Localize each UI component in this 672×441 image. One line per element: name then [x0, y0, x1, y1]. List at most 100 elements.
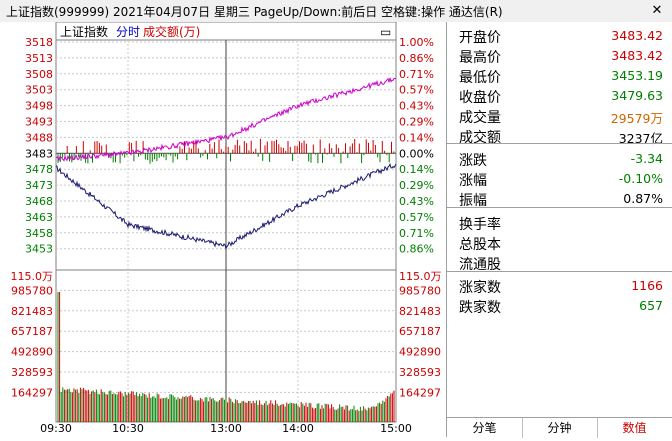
- quote-row-label: 开盘价: [459, 30, 501, 46]
- quote-row-label: 涨家数: [459, 280, 501, 296]
- volume-tick-label-right: 657187: [399, 325, 441, 338]
- price-tick-label: 3473: [25, 179, 53, 192]
- quote-row-value: 3453.19: [611, 68, 663, 83]
- price-tick-label: 3508: [25, 68, 53, 81]
- volume-tick-label: 164297: [11, 386, 53, 399]
- price-tick-label: 3483: [25, 147, 53, 160]
- quote-row-label: 涨跌: [459, 153, 487, 169]
- quote-row-label: 最高价: [459, 50, 501, 66]
- intraday-chart[interactable]: 3518 1.00% 3513 0.86% 3508 0.71% 3503 0.57% 3498…: [0, 21, 446, 437]
- legend-index-name: 上证指数: [60, 24, 108, 39]
- price-tick-label: 3513: [25, 52, 53, 65]
- pct-tick-label: 0.29%: [399, 116, 434, 129]
- quote-row-value: -3.34: [630, 151, 663, 166]
- quote-row: 最高价 3483.42: [447, 45, 672, 66]
- tab-minute[interactable]: 分钟: [522, 418, 598, 438]
- pct-tick-label: 0.29%: [399, 179, 434, 192]
- volume-tick-label: 115.0万: [11, 270, 54, 283]
- window-title: 上证指数(999999) 2021年04月07日 星期三 PageUp/Down…: [6, 5, 503, 19]
- quote-row: 成交量 29579万: [447, 105, 672, 126]
- pct-tick-label: 0.14%: [399, 131, 434, 144]
- volume-tick-label: 985780: [11, 284, 53, 297]
- close-button[interactable]: ✕: [651, 3, 663, 18]
- volume-tick-label-right: 492890: [399, 346, 441, 359]
- quote-row: 涨跌 -3.34: [447, 148, 672, 169]
- panel-tabs: 分笔 分钟 数值: [447, 417, 672, 438]
- pct-tick-label: 0.57%: [399, 84, 434, 97]
- time-tick-label: 14:00: [282, 422, 314, 435]
- quote-row: 涨家数 1166: [447, 275, 672, 296]
- chart-legend: 上证指数 分时 成交额(万): [60, 24, 200, 39]
- pct-tick-label: 0.14%: [399, 163, 434, 176]
- pct-tick-label: 0.71%: [399, 227, 434, 240]
- quote-row: 成交额 3237亿: [447, 125, 672, 146]
- quote-row-value: 29579万: [610, 111, 663, 126]
- quote-row-value: 3237亿: [618, 131, 663, 146]
- volume-tick-label-right: 115.0万: [399, 270, 442, 283]
- price-tick-label: 3458: [25, 227, 53, 240]
- index-price-line: [55, 162, 397, 251]
- quote-row-label: 换手率: [459, 217, 501, 233]
- deviation-bars: [57, 138, 395, 164]
- quote-row-label: 成交额: [459, 130, 501, 146]
- quote-row-label: 振幅: [459, 193, 487, 209]
- quote-row: 振幅 0.87%: [447, 188, 672, 209]
- quote-row-label: 涨幅: [459, 173, 487, 189]
- price-tick-label: 3453: [25, 243, 53, 256]
- time-tick-label: 13:00: [210, 422, 242, 435]
- grid: [55, 21, 397, 423]
- quote-row-value: 3483.42: [611, 48, 663, 63]
- pct-tick-label: 1.00%: [399, 36, 434, 49]
- volume-tick-label: 821483: [11, 305, 53, 318]
- pct-tick-label: 0.71%: [399, 68, 434, 81]
- title-bar: 上证指数(999999) 2021年04月07日 星期三 PageUp/Down…: [0, 0, 672, 23]
- quote-row-label: 收盘价: [459, 90, 501, 106]
- time-tick-label: 10:30: [112, 422, 144, 435]
- quote-row-value: 3483.42: [611, 28, 663, 43]
- quote-row: 开盘价 3483.42: [447, 25, 672, 46]
- quote-row-value: 657: [639, 298, 663, 313]
- volume-tick-label-right: 985780: [399, 284, 441, 297]
- quote-row-label: 总股本: [459, 237, 501, 253]
- pct-tick-label: 0.57%: [399, 211, 434, 224]
- quote-row: 流通股: [447, 252, 672, 273]
- price-tick-label: 3468: [25, 195, 53, 208]
- time-tick-label: 15:00: [380, 422, 412, 435]
- panel-divider: [447, 207, 672, 208]
- quote-row-label: 成交量: [459, 110, 501, 126]
- volume-tick-label-right: 821483: [399, 305, 441, 318]
- quote-row-value: -0.10%: [618, 171, 663, 186]
- legend-volume-label: 成交额(万): [143, 24, 200, 39]
- quote-row-value: 1166: [631, 278, 663, 293]
- pct-tick-label: 0.43%: [399, 100, 434, 113]
- axis-labels: 3518 1.00% 3513 0.86% 3508 0.71% 3503 0.57% 3498…: [11, 36, 442, 435]
- legend-toggle-button[interactable]: ▭: [380, 25, 391, 39]
- quote-row-value: 0.87%: [623, 191, 663, 206]
- tab-values[interactable]: 数值: [622, 421, 647, 435]
- price-tick-label: 3498: [25, 100, 53, 113]
- chart-area[interactable]: 3518 1.00% 3513 0.86% 3508 0.71% 3503 0.57% 3498…: [0, 21, 446, 437]
- volume-tick-label: 657187: [11, 325, 53, 338]
- time-tick-label: 09:30: [40, 422, 72, 435]
- volume-tick-label-right: 328593: [399, 366, 441, 379]
- price-tick-label: 3488: [25, 131, 53, 144]
- quote-row: 涨幅 -0.10%: [447, 168, 672, 189]
- pct-tick-label: 0.86%: [399, 243, 434, 256]
- tab-ticks[interactable]: 分笔: [447, 418, 523, 438]
- quote-row-label: 跌家数: [459, 300, 501, 316]
- price-tick-label: 3493: [25, 116, 53, 129]
- price-lines: [55, 77, 397, 251]
- pct-tick-label: 0.00%: [399, 147, 434, 160]
- price-tick-label: 3503: [25, 84, 53, 97]
- quote-row-label: 最低价: [459, 70, 501, 86]
- panel-divider: [447, 143, 672, 144]
- volume-tick-label: 492890: [11, 346, 53, 359]
- price-tick-label: 3463: [25, 211, 53, 224]
- legend-mode[interactable]: 分时: [116, 25, 140, 39]
- price-tick-label: 3478: [25, 163, 53, 176]
- price-tick-label: 3518: [25, 36, 53, 49]
- volume-tick-label: 328593: [11, 366, 53, 379]
- volume-tick-label-right: 164297: [399, 386, 441, 399]
- quote-row: 收盘价 3479.63: [447, 85, 672, 106]
- volume-bars: [57, 292, 395, 422]
